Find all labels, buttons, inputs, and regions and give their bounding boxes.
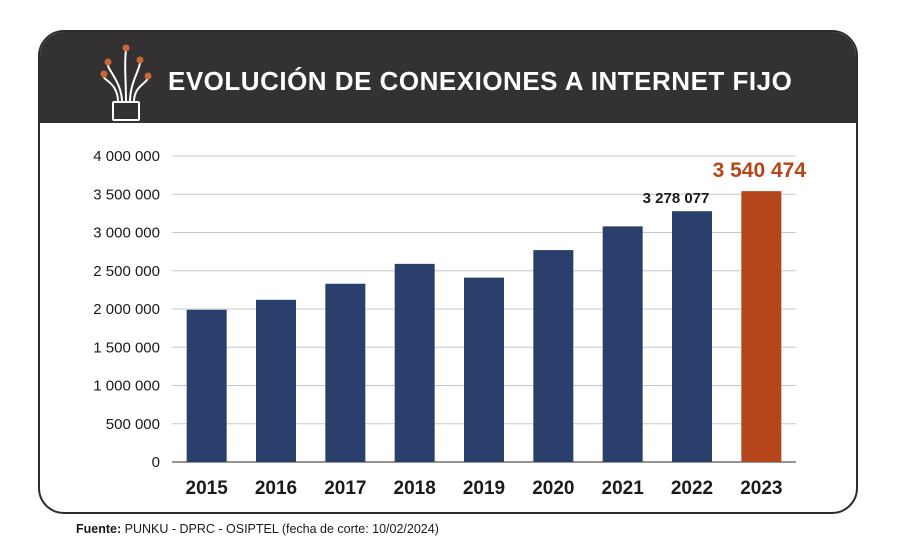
x-tick-label: 2021 xyxy=(602,478,645,499)
x-tick-label: 2015 xyxy=(186,478,229,499)
x-tick-label: 2016 xyxy=(255,478,297,499)
bar xyxy=(602,226,643,462)
x-tick-label: 2023 xyxy=(740,478,782,499)
source-label: Fuente: xyxy=(76,522,122,536)
x-tick-label: 2017 xyxy=(324,478,366,499)
bar xyxy=(533,250,574,462)
y-tick-label: 1 000 000 xyxy=(93,378,160,395)
bar xyxy=(325,283,366,462)
y-tick-label: 3 000 000 xyxy=(93,225,160,242)
y-tick-label: 4 000 000 xyxy=(93,148,160,165)
bar xyxy=(186,309,227,462)
x-tick-label: 2019 xyxy=(463,478,505,499)
data-label: 3 278 077 xyxy=(643,190,710,207)
bar xyxy=(256,299,296,462)
y-tick-label: 1 500 000 xyxy=(93,339,160,356)
source-text: PUNKU - DPRC - OSIPTEL (fecha de corte: … xyxy=(124,522,439,536)
y-tick-label: 2 000 000 xyxy=(93,301,160,318)
chart-card: EVOLUCIÓN DE CONEXIONES A INTERNET FIJO xyxy=(38,30,858,514)
bar xyxy=(672,211,712,462)
bar xyxy=(464,277,504,462)
x-tick-label: 2022 xyxy=(671,478,713,499)
y-tick-label: 2 500 000 xyxy=(93,263,160,280)
fiber-optic-icon xyxy=(100,44,152,121)
x-tick-label: 2018 xyxy=(394,478,436,499)
chart-header: EVOLUCIÓN DE CONEXIONES A INTERNET FIJO xyxy=(40,32,856,123)
chart-title: EVOLUCIÓN DE CONEXIONES A INTERNET FIJO xyxy=(168,66,793,96)
y-tick-label: 3 500 000 xyxy=(93,186,160,203)
y-tick-label: 500 000 xyxy=(106,416,160,433)
bar xyxy=(741,191,782,462)
x-tick-label: 2020 xyxy=(532,478,574,499)
data-label: 3 540 474 xyxy=(713,159,807,182)
bar xyxy=(394,263,435,462)
source-note: Fuente: PUNKU - DPRC - OSIPTEL (fecha de… xyxy=(76,522,439,536)
y-tick-label: 0 xyxy=(152,454,160,471)
